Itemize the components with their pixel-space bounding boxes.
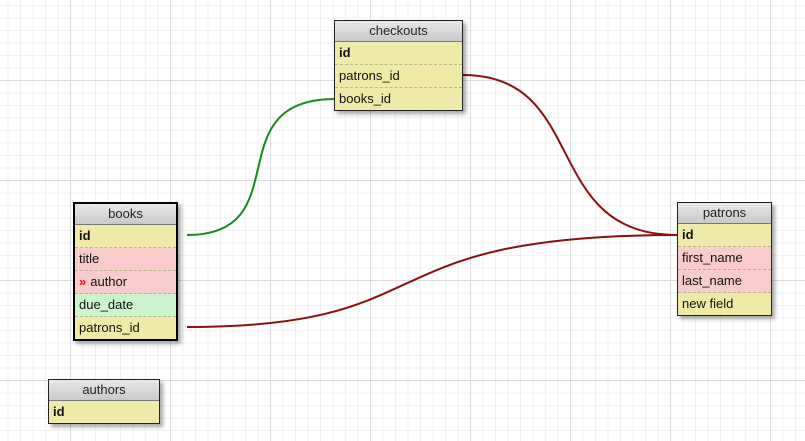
relation-books-id-to-checkouts-books-id[interactable] [186, 98, 336, 236]
table-title: authors [49, 380, 159, 401]
field-author[interactable]: » author [75, 271, 176, 294]
table-checkouts[interactable]: checkouts id patrons_id books_id [334, 20, 463, 111]
foreign-key-icon: » [79, 274, 87, 289]
field-new-field[interactable]: new field [678, 293, 771, 315]
table-patrons[interactable]: patrons id first_name last_name new fiel… [677, 202, 772, 316]
table-title: checkouts [335, 21, 462, 42]
field-books-id[interactable]: books_id [335, 88, 462, 110]
field-first-name[interactable]: first_name [678, 247, 771, 270]
table-title: books [75, 204, 176, 225]
field-id[interactable]: id [49, 401, 159, 423]
field-id[interactable]: id [75, 225, 176, 248]
table-title: patrons [678, 203, 771, 224]
field-patrons-id[interactable]: patrons_id [75, 317, 176, 339]
table-authors[interactable]: authors id [48, 379, 160, 424]
field-id[interactable]: id [678, 224, 771, 247]
table-books[interactable]: books id title » author due_date patrons_… [73, 202, 178, 341]
field-label: author [90, 274, 128, 289]
field-last-name[interactable]: last_name [678, 270, 771, 293]
field-patrons-id[interactable]: patrons_id [335, 65, 462, 88]
relation-checkouts-patrons-id-to-patrons-id[interactable] [462, 74, 678, 236]
field-due-date[interactable]: due_date [75, 294, 176, 317]
field-id[interactable]: id [335, 42, 462, 65]
relation-books-patrons-id-to-patrons-id[interactable] [186, 234, 678, 328]
field-title[interactable]: title [75, 248, 176, 271]
